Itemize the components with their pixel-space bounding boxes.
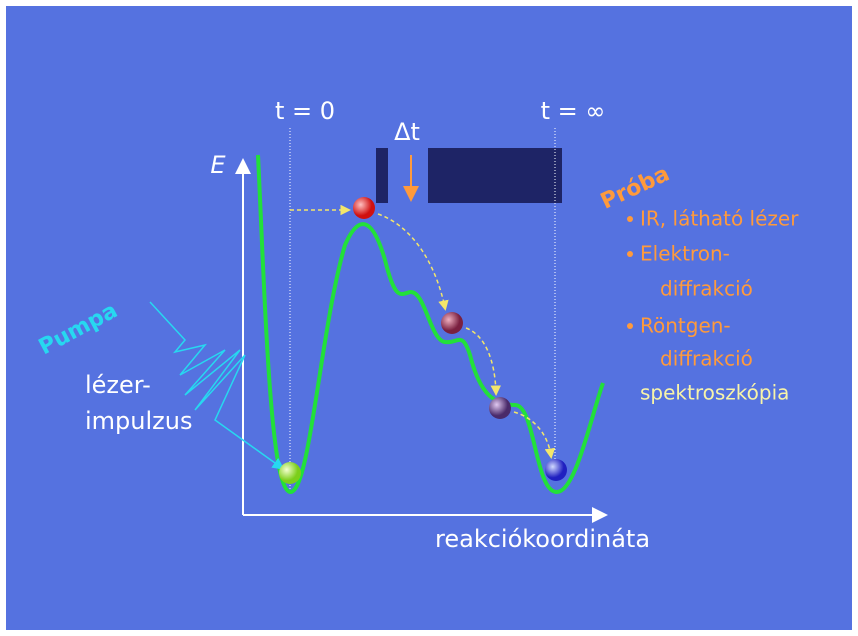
bullet [627,216,633,222]
diagram: t = 0 t = ∞ Δt E reakciókoordináta Pumpa… [0,0,858,636]
probe-item: diffrakció [660,277,753,301]
time-label: t = 0 [275,97,335,125]
page: t = 0 t = ∞ Δt E reakciókoordináta Pumpa… [0,0,858,636]
probe-item: IR, látható lézer [640,207,799,231]
axis-label: E [210,151,226,179]
probe-bar [376,148,388,203]
probe-item: Röntgen- [640,314,731,338]
axis-label: reakciókoordináta [435,525,650,553]
pump-line: lézer- [85,371,151,399]
probe-item: Elektron- [640,242,730,266]
state-ball [545,459,567,481]
bullet [627,323,633,329]
pump-line: impulzus [85,407,192,435]
state-ball [279,462,301,484]
state-ball [441,312,463,334]
state-ball [489,397,511,419]
state-ball [353,197,375,219]
probe-bar [428,148,562,203]
probe-footer: spektroszkópia [640,381,789,405]
bullet [627,251,633,257]
probe-item: diffrakció [660,347,753,371]
delta-label: Δt [394,118,420,146]
time-label: t = ∞ [541,97,606,125]
